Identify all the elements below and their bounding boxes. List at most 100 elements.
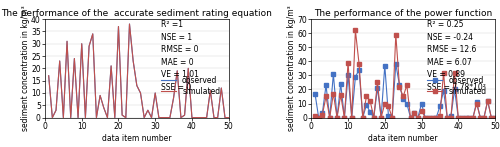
observed (396, 84, 402, 86)
simulated (488, 117, 494, 118)
observed (214, 117, 220, 118)
simulated (156, 117, 162, 118)
simulated (50, 117, 56, 118)
Y-axis label: sediment concentration in kg/m³: sediment concentration in kg/m³ (20, 5, 30, 131)
simulated (196, 117, 202, 118)
simulated (312, 115, 318, 117)
simulated (189, 117, 195, 118)
observed (53, 109, 59, 111)
observed (126, 23, 132, 25)
simulated (126, 23, 132, 25)
observed (492, 117, 498, 118)
observed (138, 92, 143, 94)
simulated (192, 117, 198, 118)
observed (330, 73, 336, 75)
simulated (211, 117, 217, 118)
simulated (430, 117, 436, 118)
simulated (186, 67, 192, 69)
simulated (492, 117, 498, 118)
Title: The performance of the  accurate sediment rating equation: The performance of the accurate sediment… (2, 9, 272, 18)
observed (189, 117, 195, 118)
simulated (320, 114, 326, 116)
simulated (163, 117, 169, 118)
observed (481, 117, 487, 118)
simulated (226, 117, 232, 118)
observed (174, 70, 180, 72)
simulated (208, 90, 214, 91)
simulated (101, 107, 107, 109)
observed (444, 117, 450, 118)
observed (116, 26, 121, 27)
simulated (367, 100, 373, 102)
simulated (130, 60, 136, 62)
simulated (462, 117, 468, 118)
observed (374, 87, 380, 89)
simulated (411, 112, 417, 114)
observed (393, 63, 399, 65)
observed (141, 117, 147, 118)
simulated (371, 117, 377, 118)
observed (378, 117, 384, 118)
observed (400, 98, 406, 100)
observed (75, 117, 81, 118)
Text: R² =1
NSE = 1
RMSE = 0
MAE = 0
VE = 1.01
SSE = 0: R² =1 NSE = 1 RMSE = 0 MAE = 0 VE = 1.01… (160, 20, 198, 92)
Text: R² = 0.25
NSE = -0.24
RMSE = 12.6
MAE = 6.07
VE = 0.89
SSE = 7.78*10²: R² = 0.25 NSE = -0.24 RMSE = 12.6 MAE = … (427, 20, 486, 92)
X-axis label: data item number: data item number (368, 133, 438, 143)
observed (356, 69, 362, 71)
observed (97, 95, 103, 96)
observed (72, 58, 78, 59)
simulated (323, 96, 329, 97)
observed (200, 117, 206, 118)
simulated (123, 117, 129, 118)
simulated (481, 117, 487, 118)
simulated (316, 117, 322, 118)
observed (101, 107, 107, 109)
observed (320, 112, 326, 114)
Title: The performance of the power function: The performance of the power function (314, 9, 492, 18)
observed (323, 84, 329, 86)
observed (50, 117, 56, 118)
observed (226, 117, 232, 118)
observed (367, 111, 373, 113)
observed (426, 117, 432, 118)
simulated (78, 43, 84, 45)
simulated (334, 117, 340, 118)
observed (218, 87, 224, 89)
observed (182, 114, 188, 116)
simulated (433, 117, 439, 118)
simulated (348, 117, 354, 118)
simulated (204, 117, 210, 118)
simulated (160, 117, 166, 118)
observed (422, 117, 428, 118)
simulated (94, 117, 100, 118)
observed (338, 83, 344, 85)
simulated (174, 70, 180, 72)
observed (130, 60, 136, 62)
simulated (393, 34, 399, 35)
Line: simulated: simulated (314, 29, 496, 119)
observed (342, 117, 347, 118)
simulated (352, 30, 358, 31)
simulated (415, 117, 421, 118)
observed (478, 117, 484, 118)
observed (211, 117, 217, 118)
observed (160, 117, 166, 118)
observed (312, 93, 318, 95)
simulated (342, 117, 347, 118)
observed (163, 117, 169, 118)
observed (404, 103, 410, 104)
simulated (90, 33, 96, 35)
simulated (422, 117, 428, 118)
observed (86, 45, 92, 47)
observed (415, 117, 421, 118)
observed (371, 117, 377, 118)
simulated (404, 84, 410, 86)
simulated (330, 93, 336, 95)
observed (108, 65, 114, 67)
simulated (82, 117, 88, 118)
observed (352, 76, 358, 78)
simulated (119, 114, 125, 116)
X-axis label: data item number: data item number (102, 133, 172, 143)
observed (152, 92, 158, 94)
observed (208, 90, 214, 91)
